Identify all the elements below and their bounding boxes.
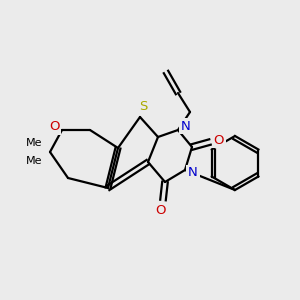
Text: O: O: [156, 203, 166, 217]
Text: O: O: [214, 134, 224, 146]
Text: S: S: [139, 100, 147, 113]
Text: N: N: [188, 167, 198, 179]
Text: O: O: [49, 121, 59, 134]
Text: Me: Me: [26, 138, 42, 148]
Text: Me: Me: [26, 156, 42, 166]
Text: N: N: [181, 119, 191, 133]
